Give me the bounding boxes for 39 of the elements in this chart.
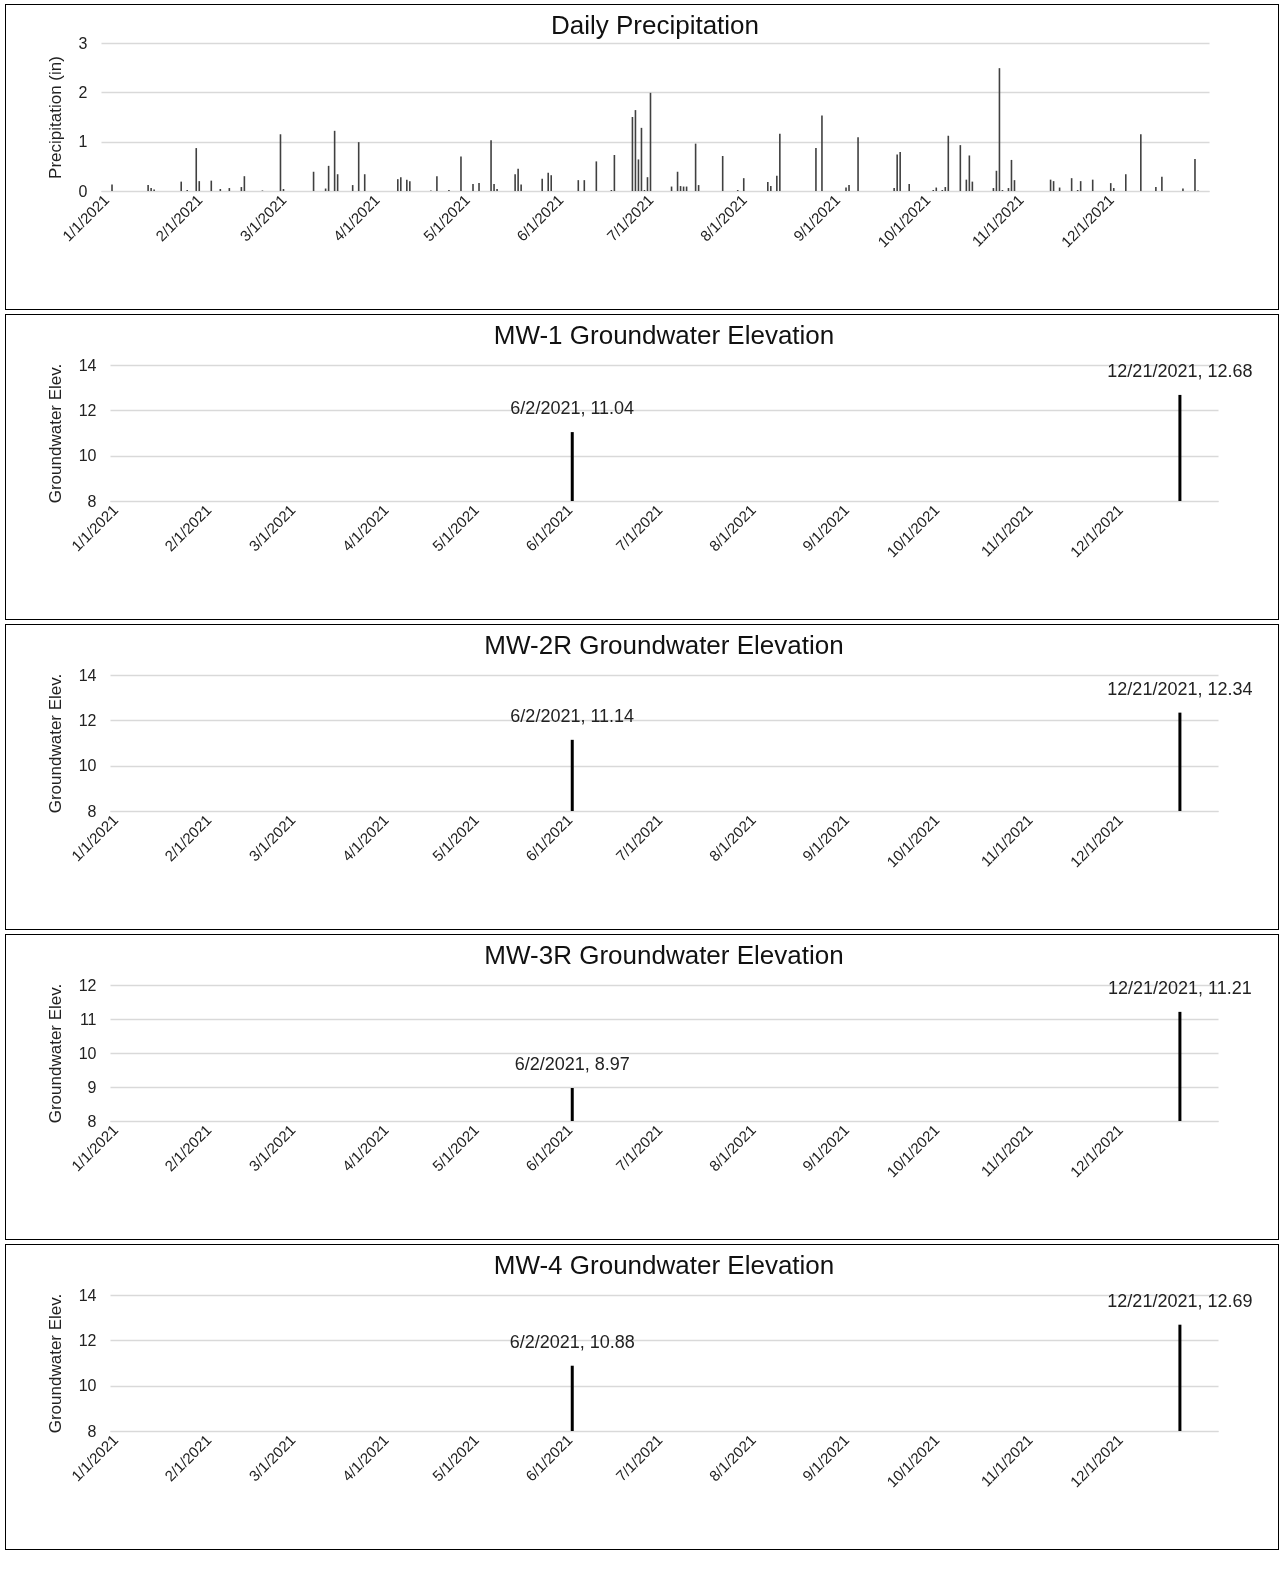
y-tick-label: 12 [78, 976, 97, 994]
y-tick-label: 2 [78, 83, 88, 101]
y-tick-label: 11 [79, 1010, 97, 1028]
y-tick-label: 12 [78, 711, 97, 729]
y-axis-title: Precipitation (in) [45, 56, 65, 179]
y-tick-label: 10 [78, 1044, 97, 1062]
annotation: 12/21/2021, 12.68 [1107, 360, 1253, 381]
y-tick-label: 9 [87, 1078, 97, 1096]
y-tick-label: 8 [87, 1112, 97, 1130]
y-axis-title: Groundwater Elev. [45, 363, 65, 504]
y-tick-label: 0 [78, 182, 88, 200]
y-tick-label: 12 [78, 401, 97, 419]
annotation: 12/21/2021, 11.21 [1108, 977, 1252, 998]
chart-title: MW-3R Groundwater Elevation [484, 940, 844, 970]
chart-title: MW-1 Groundwater Elevation [493, 320, 835, 350]
y-tick-label: 8 [87, 802, 97, 820]
y-tick-label: 8 [87, 492, 97, 510]
y-tick-label: 14 [78, 356, 97, 374]
y-tick-label: 14 [78, 1286, 97, 1304]
y-tick-label: 14 [78, 666, 97, 684]
annotation: 6/2/2021, 10.88 [509, 1331, 635, 1352]
chart-title: MW-2R Groundwater Elevation [484, 630, 844, 660]
y-tick-label: 10 [78, 447, 97, 465]
chart-title: Daily Precipitation [550, 10, 760, 40]
y-tick-label: 1 [78, 133, 88, 151]
y-axis-title: Groundwater Elev. [45, 1293, 65, 1434]
chart-title: MW-4 Groundwater Elevation [493, 1250, 835, 1280]
y-tick-label: 12 [78, 1331, 97, 1349]
annotation: 12/21/2021, 12.34 [1107, 678, 1253, 699]
annotation: 6/2/2021, 8.97 [514, 1054, 630, 1075]
annotation: 12/21/2021, 12.69 [1107, 1290, 1253, 1311]
y-axis-title: Groundwater Elev. [45, 983, 65, 1124]
annotation: 6/2/2021, 11.04 [510, 398, 635, 419]
annotation: 6/2/2021, 11.14 [510, 705, 635, 726]
y-tick-label: 10 [78, 757, 97, 775]
y-tick-label: 8 [87, 1422, 97, 1440]
y-tick-label: 3 [78, 34, 88, 52]
y-tick-label: 10 [78, 1377, 97, 1395]
y-axis-title: Groundwater Elev. [45, 673, 65, 814]
